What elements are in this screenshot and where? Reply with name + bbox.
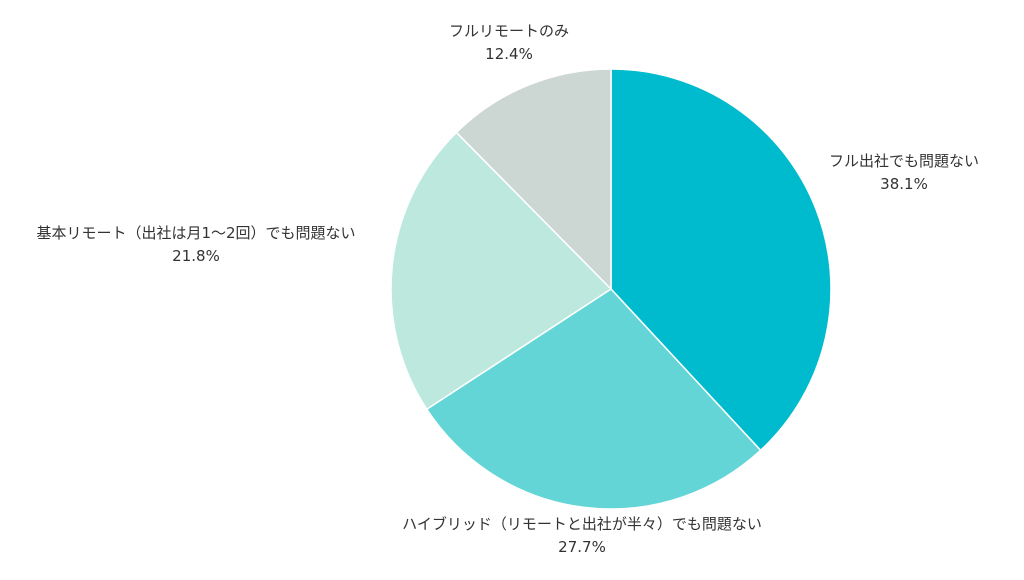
slice-value-label-1: 27.7% [558,538,606,556]
slice-label-1: ハイブリッド（リモートと出社が半々）でも問題ない [402,515,762,533]
pie-slice-0 [610,68,832,452]
slice-label-2: 基本リモート（出社は月1〜2回）でも問題ない [36,224,355,242]
slice-value-label-3: 12.4% [485,45,533,63]
slice-label-0: フル出社でも問題ない [829,152,979,170]
pie-slice-1 [425,288,762,510]
slice-label-3: フルリモートのみ [449,22,569,40]
slice-value-label-0: 38.1% [880,175,928,193]
pie-slice-3 [455,68,612,291]
pie-slice-2 [390,131,613,411]
pie-labels: フル出社でも問題ない 38.1% ハイブリッド（リモートと出社が半々）でも問題ない 2… [36,22,979,556]
pie-slices [390,68,832,510]
slice-value-label-2: 21.8% [172,247,220,265]
